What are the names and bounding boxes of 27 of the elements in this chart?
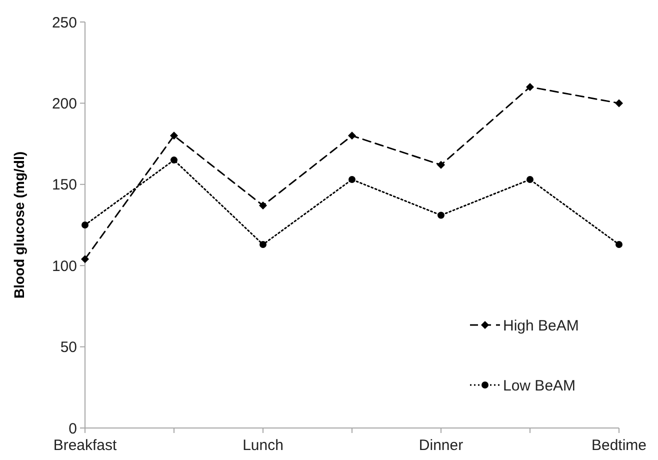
- point: [438, 212, 444, 219]
- y-tick-label: 200: [52, 95, 77, 112]
- point: [437, 160, 445, 169]
- y-tick-label: 250: [52, 14, 77, 32]
- x-tick-label: Breakfast: [53, 437, 118, 454]
- y-tick-label: 50: [60, 339, 77, 356]
- x-tick-label: Dinner: [418, 437, 464, 454]
- point: [348, 176, 356, 184]
- point: [348, 132, 356, 140]
- x-tick-label: Bedtime: [591, 437, 647, 454]
- point: [259, 202, 267, 210]
- y-tick-label: 150: [52, 176, 77, 194]
- point: [82, 222, 88, 228]
- point: [260, 240, 266, 248]
- y-tick-label: 0: [68, 420, 77, 438]
- point: [615, 99, 623, 108]
- legend-label: High BeAM: [503, 317, 579, 334]
- point: [81, 255, 89, 264]
- y-tick-label: 100: [52, 258, 77, 275]
- x-tick-label: Lunch: [242, 437, 284, 454]
- y-axis-title: Blood glucose (mg/dl): [11, 152, 27, 298]
- point: [616, 240, 622, 248]
- point: [170, 156, 178, 164]
- point: [526, 82, 534, 91]
- point: [170, 132, 178, 140]
- point: [526, 176, 534, 184]
- legend-label: Low BeAM: [503, 377, 576, 394]
